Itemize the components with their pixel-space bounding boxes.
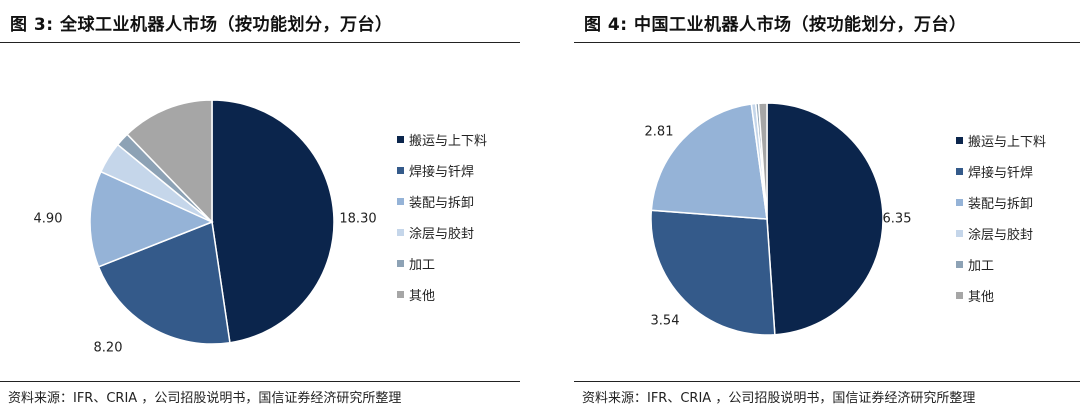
legend-label: 其他 [409,289,436,304]
title-divider [0,42,520,43]
legend-swatch [397,136,404,143]
legend-swatch [397,260,404,267]
pie-slice-3 [89,170,214,268]
legend-swatch [956,261,963,268]
legend-label: 涂层与胶封 [968,228,1034,243]
legend-swatch [956,168,963,175]
legend-label: 加工 [409,258,436,273]
legend-label: 涂层与胶封 [409,227,475,242]
legend-item: 焊接与钎焊 [397,155,487,186]
legend-swatch [956,199,963,206]
legend-swatch [397,229,404,236]
chart-title: 图 3: 全球工业机器人市场（按功能划分，万台） [10,15,393,35]
pie-slice-1 [766,102,884,336]
data-label: 6.35 [883,212,912,227]
legend-swatch [397,198,404,205]
chart-legend: 搬运与上下料 焊接与钎焊装配与拆卸涂层与胶封加工其他 [397,124,487,310]
pie-slice-6 [126,99,213,224]
data-label: 4.90 [34,212,63,227]
data-label: 18.30 [339,212,376,227]
pie-slice-2 [97,220,231,345]
legend-item: 其他 [956,280,1046,311]
legend-label: 加工 [968,259,995,274]
legend-swatch [397,167,404,174]
legend-item: 搬运与上下料 [956,125,1046,156]
legend-item: 加工 [397,248,487,279]
chart-panel-global: 图 3: 全球工业机器人市场（按功能划分，万台） 18.30 8.20 4.90 搬… [0,0,520,411]
legend-item: 装配与拆卸 [397,186,487,217]
legend-swatch [956,137,963,144]
source-note: 资料来源：IFR、CRIA ，公司招股说明书，国信证券经济研究所整理 [582,391,976,406]
legend-item: 涂层与胶封 [956,218,1046,249]
legend-swatch [397,291,404,298]
legend-item: 焊接与钎焊 [956,156,1046,187]
pie-slice-6 [757,102,768,220]
legend-item: 其他 [397,279,487,310]
chart-title: 图 4: 中国工业机器人市场（按功能划分，万台） [584,15,967,35]
legend-label: 装配与拆卸 [968,197,1034,212]
legend-label: 搬运与上下料 [409,134,488,149]
source-divider [574,381,1080,382]
pie-chart-global: 18.30 8.20 4.90 [34,99,377,356]
legend-item: 搬运与上下料 [397,124,487,155]
chart-legend: 搬运与上下料 焊接与钎焊装配与拆卸涂层与胶封加工其他 [956,125,1046,311]
source-divider [0,381,520,382]
pie-slice-3 [650,103,768,220]
pie-slice-2 [650,209,776,336]
legend-label: 搬运与上下料 [968,135,1047,150]
title-divider [574,42,1080,43]
legend-item: 装配与拆卸 [956,187,1046,218]
legend-swatch [956,292,963,299]
data-label: 3.54 [651,314,680,329]
source-note: 资料来源：IFR、CRIA ，公司招股说明书，国信证券经济研究所整理 [8,391,402,406]
data-label: 2.81 [645,125,674,140]
legend-item: 涂层与胶封 [397,217,487,248]
legend-label: 装配与拆卸 [409,196,475,211]
legend-item: 加工 [956,249,1046,280]
pie-chart-china: 6.35 3.54 2.81 [645,102,912,336]
legend-swatch [956,230,963,237]
pie-slice-1 [211,99,335,344]
chart-panel-china: 图 4: 中国工业机器人市场（按功能划分，万台） 6.35 3.54 2.81 搬运… [574,0,1080,411]
legend-label: 其他 [968,290,995,305]
data-label: 8.20 [94,341,123,356]
legend-label: 焊接与钎焊 [968,166,1034,181]
legend-label: 焊接与钎焊 [409,165,475,180]
